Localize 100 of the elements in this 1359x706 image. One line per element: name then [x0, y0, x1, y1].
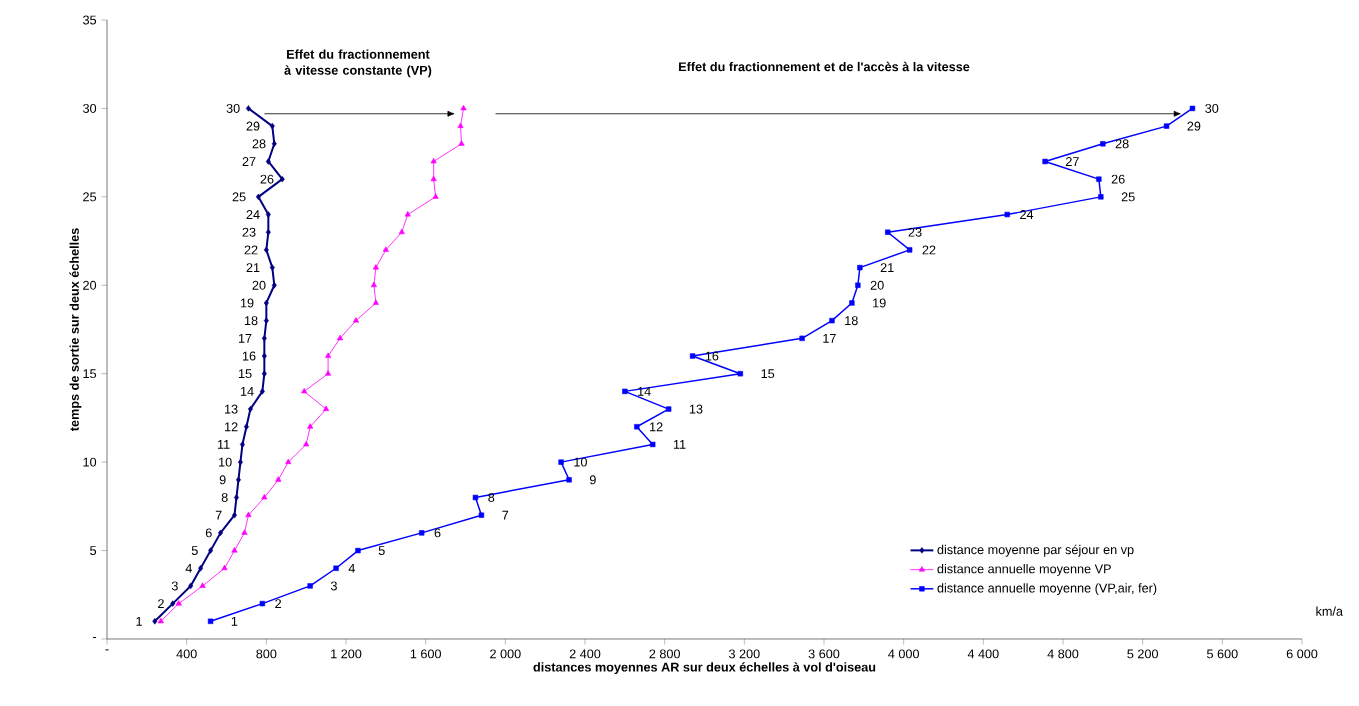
point: [243, 423, 249, 430]
data-label: 11: [673, 440, 686, 449]
data-label: 29: [1187, 121, 1201, 131]
point: [622, 388, 628, 395]
point: [218, 529, 224, 537]
data-label: 11: [217, 440, 230, 449]
data-label: 18: [244, 316, 258, 326]
legend-label: distance annuelle moyenne (VP,air, fer): [937, 583, 1157, 596]
point: [398, 228, 405, 235]
y-tick-label: -: [92, 637, 97, 639]
x-tick-label: 4 800: [1047, 649, 1079, 659]
data-label: 3: [330, 581, 337, 591]
x-tick-label: 400: [176, 649, 197, 659]
data-label: 20: [252, 280, 266, 290]
data-label: 4: [185, 563, 192, 573]
annotation: Effet du fractionnement et de l'accès à la vitesse: [679, 61, 970, 72]
point: [237, 458, 243, 466]
point: [157, 617, 164, 624]
point: [558, 459, 564, 465]
data-label: 28: [1115, 139, 1129, 149]
point: [275, 476, 282, 482]
data-label: 19: [873, 298, 886, 308]
point: [221, 564, 228, 571]
point: [207, 618, 214, 624]
data-label: 6: [434, 528, 441, 538]
point: [737, 371, 744, 377]
point: [269, 122, 275, 130]
y-tick-label: 30: [83, 103, 97, 113]
point: [634, 424, 640, 430]
point: [404, 211, 411, 217]
data-label: 9: [589, 475, 596, 485]
x-tick-label: 2 000: [490, 649, 521, 659]
point: [261, 370, 267, 377]
data-label: 23: [908, 227, 922, 237]
data-label: 1: [136, 616, 142, 626]
point: [263, 299, 269, 307]
point: [430, 158, 437, 164]
point: [269, 264, 275, 271]
point: [478, 512, 485, 518]
data-label: 25: [1121, 192, 1135, 202]
point: [472, 494, 479, 501]
point: [372, 299, 379, 305]
point: [170, 600, 176, 607]
x-tick-label: 5 600: [1206, 649, 1238, 659]
point: [460, 104, 467, 111]
point: [419, 530, 425, 536]
point: [665, 406, 672, 412]
data-label: 27: [1065, 157, 1079, 166]
x-axis-title: distances moyennes AR sur deux échelles à vol d'oiseau: [533, 662, 876, 675]
y-tick-label: 5: [90, 546, 97, 555]
data-label: 17: [238, 333, 252, 343]
point: [857, 264, 863, 271]
x-tick-label: 4 000: [888, 649, 920, 659]
x-tick-label: 6 000: [1286, 649, 1318, 659]
point: [265, 158, 271, 165]
y-axis-title: temps de sortie sur deux échelles: [69, 228, 82, 432]
point: [566, 477, 572, 483]
data-label: 7: [502, 510, 509, 520]
point: [855, 282, 861, 288]
point: [303, 440, 310, 447]
data-label: 24: [246, 210, 260, 219]
data-label: 12: [650, 422, 663, 432]
point: [1042, 158, 1048, 165]
data-label: 9: [219, 475, 226, 485]
point: [432, 193, 439, 199]
data-label: 3: [171, 581, 178, 591]
point: [239, 441, 245, 448]
point: [259, 388, 265, 395]
point: [285, 458, 292, 464]
data-label: 26: [1111, 174, 1125, 184]
point: [231, 547, 238, 553]
x-tick-label: 3 200: [728, 649, 760, 659]
x-tick-label: 1 200: [331, 649, 362, 659]
point: [325, 370, 332, 376]
point: [234, 494, 239, 501]
x-tick-label: 2 400: [569, 649, 601, 659]
point: [261, 335, 267, 342]
point: [370, 281, 377, 288]
point: [355, 547, 361, 554]
data-label: 2: [158, 599, 164, 609]
annotation: Effet du fractionnement à vitesse constante (VP): [284, 49, 432, 78]
point: [255, 193, 261, 201]
y-tick-label: 25: [83, 192, 97, 202]
point: [241, 529, 248, 535]
point: [245, 105, 251, 112]
data-label: 30: [1205, 103, 1219, 113]
x-tick-label: 2 800: [649, 649, 681, 659]
data-label: 12: [225, 422, 238, 432]
data-label: 14: [638, 387, 651, 396]
point: [336, 334, 344, 341]
data-label: 26: [260, 174, 274, 184]
point: [263, 246, 269, 254]
point: [1098, 194, 1104, 200]
data-label: 30: [226, 103, 240, 113]
data-label: 1: [231, 616, 238, 626]
point: [458, 140, 465, 146]
data-label: 5: [191, 546, 198, 555]
x-tick-label: 800: [256, 649, 277, 659]
point: [689, 353, 696, 359]
data-label: 24: [1020, 210, 1034, 219]
